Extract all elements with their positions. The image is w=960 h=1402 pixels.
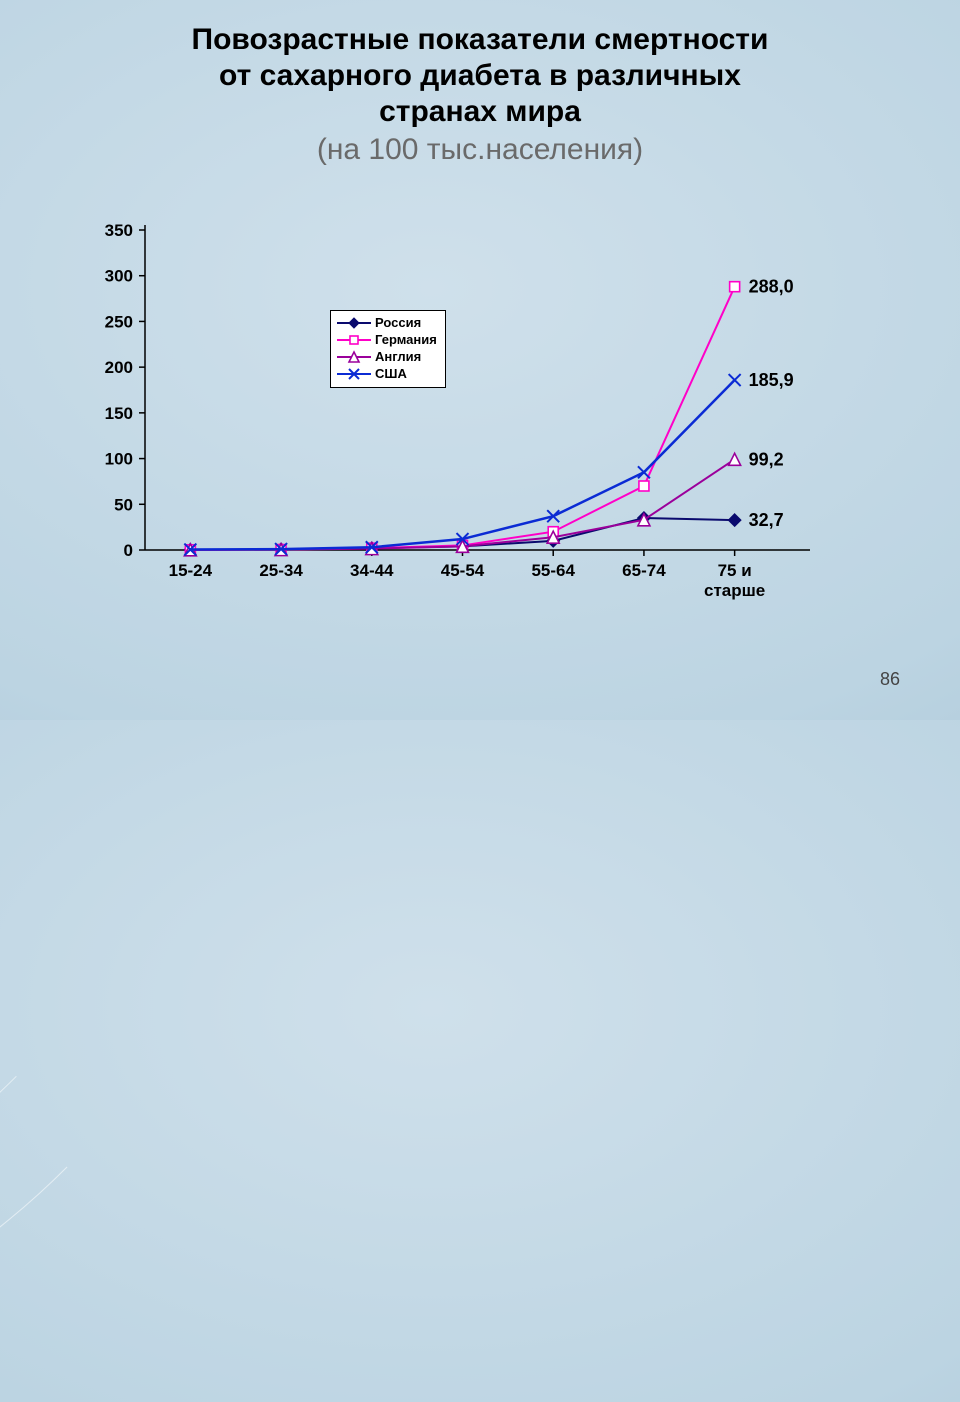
svg-text:45-54: 45-54 xyxy=(441,561,485,580)
chart-legend: РоссияГерманияАнглияСША xyxy=(330,310,446,388)
svg-text:25-34: 25-34 xyxy=(259,561,303,580)
legend-item: Россия xyxy=(337,315,437,332)
page-number: 86 xyxy=(880,669,900,690)
svg-text:55-64: 55-64 xyxy=(531,561,575,580)
legend-label: США xyxy=(375,366,407,383)
svg-text:32,7: 32,7 xyxy=(749,510,784,530)
legend-label: Германия xyxy=(375,332,437,349)
svg-text:350: 350 xyxy=(105,221,133,240)
legend-item: США xyxy=(337,366,437,383)
title-line-3: странах мира xyxy=(379,95,581,128)
legend-label: Англия xyxy=(375,349,421,366)
svg-text:65-74: 65-74 xyxy=(622,561,666,580)
chart-title: Повозрастные показатели смертности от са… xyxy=(0,22,960,168)
legend-item: Англия xyxy=(337,349,437,366)
title-line-1: Повозрастные показатели смертности xyxy=(192,23,769,56)
svg-text:185,9: 185,9 xyxy=(749,370,794,390)
svg-text:99,2: 99,2 xyxy=(749,449,784,469)
svg-text:50: 50 xyxy=(114,495,133,514)
chart-area: 0 50 100 150 200 250 300 350 15-24 25-34 34-44 45-5… xyxy=(90,220,810,590)
legend-item: Германия xyxy=(337,332,437,349)
legend-label: Россия xyxy=(375,315,421,332)
svg-text:старше: старше xyxy=(704,581,765,600)
svg-text:288,0: 288,0 xyxy=(749,277,794,297)
svg-text:250: 250 xyxy=(105,312,133,331)
svg-text:150: 150 xyxy=(105,404,133,423)
svg-text:34-44: 34-44 xyxy=(350,561,394,580)
svg-text:0: 0 xyxy=(124,541,133,560)
line-chart: 0 50 100 150 200 250 300 350 15-24 25-34 34-44 45-5… xyxy=(90,220,910,650)
chart-subtitle: (на 100 тыс.населения) xyxy=(0,132,960,168)
svg-text:300: 300 xyxy=(105,267,133,286)
svg-text:75 и: 75 и xyxy=(718,561,752,580)
svg-text:200: 200 xyxy=(105,358,133,377)
svg-text:15-24: 15-24 xyxy=(169,561,213,580)
title-line-2: от сахарного диабета в различных xyxy=(219,59,741,92)
svg-text:100: 100 xyxy=(105,450,133,469)
